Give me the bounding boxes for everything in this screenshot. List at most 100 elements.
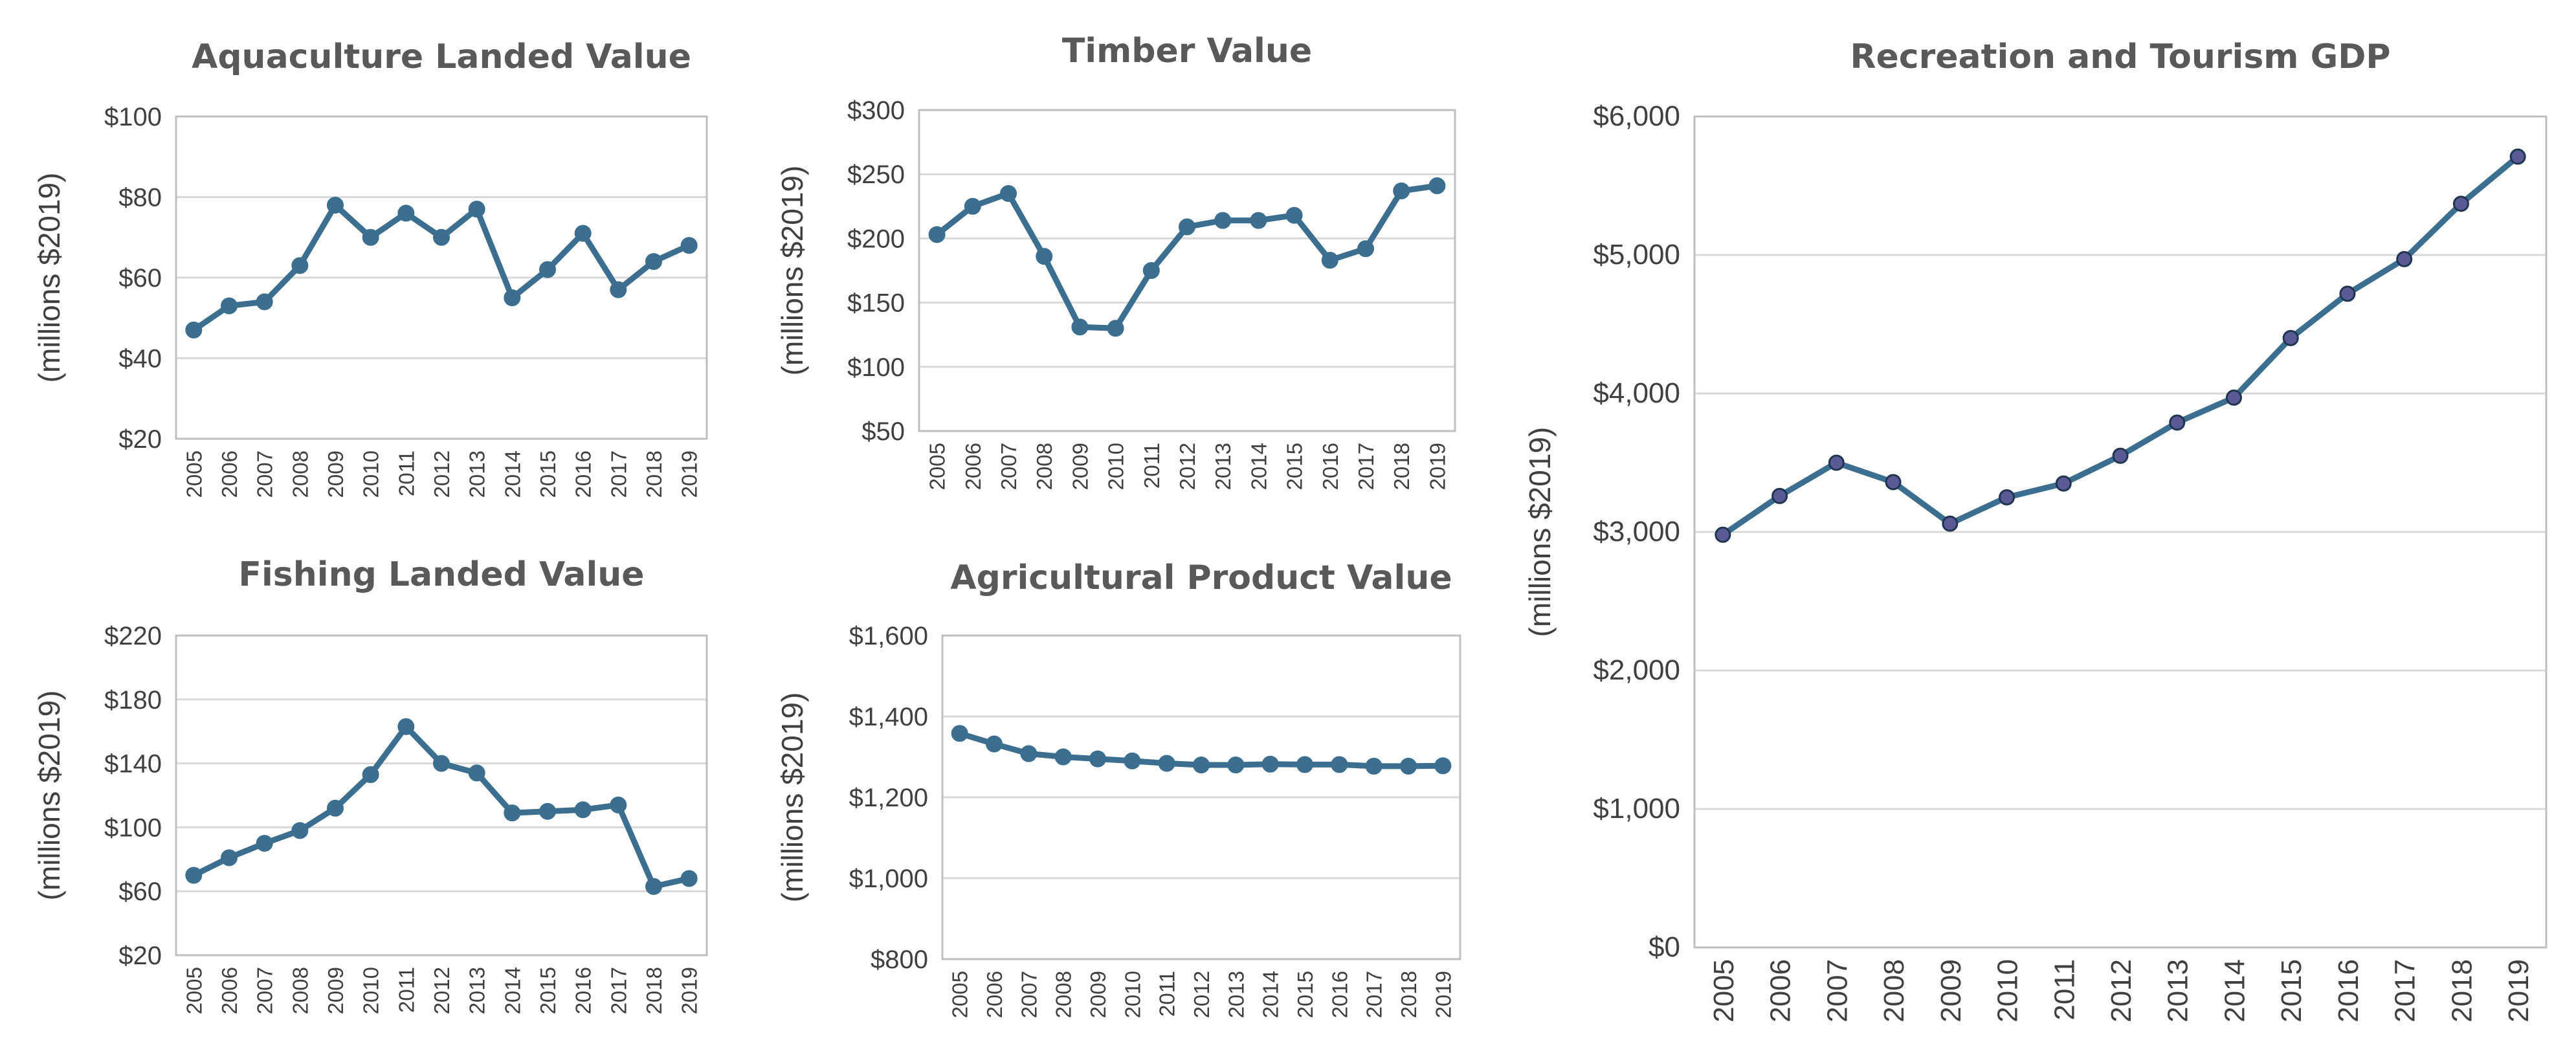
aquaculture-ytick-label: $40 xyxy=(118,345,162,373)
agricultural-xtick-label: 2005 xyxy=(948,971,972,1018)
timber-data-point xyxy=(1214,212,1232,229)
recreation-data-point xyxy=(1999,489,2015,505)
agricultural-xtick-label: 2017 xyxy=(1362,971,1386,1018)
recreation-xtick-label: 2007 xyxy=(1821,959,1853,1023)
recreation-data-point xyxy=(2282,329,2299,346)
aquaculture-plot-frame xyxy=(175,115,708,440)
fishing-xtick-label: 2013 xyxy=(465,967,489,1014)
aquaculture-data-point xyxy=(539,261,556,278)
aquaculture-ytick-label: $100 xyxy=(104,103,162,131)
fishing-data-point xyxy=(539,802,556,820)
timber-xtick-label: 2011 xyxy=(1140,443,1164,489)
fishing-ytick-label: $100 xyxy=(104,813,162,842)
fishing-xtick-label: 2006 xyxy=(217,967,241,1014)
agricultural-xtick-label: 2015 xyxy=(1293,971,1317,1018)
timber-data-point xyxy=(1250,212,1267,229)
agricultural-xtick-label: 2011 xyxy=(1155,971,1179,1017)
aquaculture-xtick-label: 2012 xyxy=(430,450,454,498)
fishing-xtick-label: 2009 xyxy=(324,967,348,1014)
recreation-data-point xyxy=(1828,454,1845,471)
agricultural-chart: Agricultural Product Value $800 $1,000 $1,2… xyxy=(775,559,1461,1018)
fishing-data-point xyxy=(433,755,450,772)
timber-xtick-label: 2016 xyxy=(1318,443,1342,490)
aquaculture-xtick-label: 2010 xyxy=(359,450,383,498)
recreation-data-point xyxy=(1715,526,1731,543)
timber-ytick-label: $250 xyxy=(847,160,905,189)
recreation-data-point xyxy=(1942,515,1959,532)
timber-data-point xyxy=(1107,320,1124,337)
fishing-ytick-label: $60 xyxy=(118,878,162,906)
aquaculture-data-point xyxy=(574,225,592,242)
fishing-xtick-label: 2017 xyxy=(606,967,630,1014)
agricultural-ytick-label: $1,000 xyxy=(849,865,928,893)
timber-xtick-label: 2018 xyxy=(1390,443,1414,490)
recreation-xtick-label: 2006 xyxy=(1765,959,1797,1023)
aquaculture-data-point xyxy=(291,257,309,274)
recreation-ylabel: (millions $2019) xyxy=(1523,427,1557,637)
fishing-data-point xyxy=(397,718,415,735)
agricultural-ytick-label: $1,200 xyxy=(849,784,928,812)
fishing-data-point xyxy=(221,849,238,867)
recreation-ytick-label: $0 xyxy=(1649,931,1680,963)
recreation-plot-frame xyxy=(1693,115,2548,949)
agricultural-xtick-label: 2009 xyxy=(1086,971,1110,1018)
recreation-ytick-label: $3,000 xyxy=(1593,516,1680,548)
timber-plot-frame xyxy=(918,109,1456,432)
recreation-data-point xyxy=(2339,285,2356,302)
timber-series-line xyxy=(934,183,1440,331)
recreation-data-point xyxy=(2396,250,2413,267)
aquaculture-chart: Aquaculture Landed Value $20 $40 $60 $80 $100… xyxy=(32,38,708,498)
recreation-xtick-label: 2013 xyxy=(2162,959,2194,1023)
timber-xtick-label: 2012 xyxy=(1175,443,1199,490)
recreation-xtick-label: 2012 xyxy=(2105,959,2137,1023)
timber-data-point xyxy=(928,226,946,243)
fishing-xtick-label: 2014 xyxy=(500,967,524,1014)
aquaculture-xtick-label: 2017 xyxy=(606,450,630,498)
agricultural-data-point xyxy=(1227,757,1245,773)
agricultural-xtick-label: 2013 xyxy=(1224,971,1248,1018)
aquaculture-xtick-label: 2011 xyxy=(394,450,418,496)
fishing-data-point xyxy=(362,766,379,783)
recreation-data-point xyxy=(1885,474,1902,491)
agricultural-xtick-label: 2014 xyxy=(1259,971,1283,1018)
aquaculture-xtick-label: 2005 xyxy=(182,450,206,498)
fishing-xtick-label: 2016 xyxy=(572,967,595,1014)
recreation-ytick-label: $1,000 xyxy=(1593,793,1680,824)
aquaculture-xtick-label: 2007 xyxy=(253,450,277,498)
agricultural-data-point xyxy=(1089,750,1106,768)
recreation-data-point xyxy=(2055,475,2072,492)
recreation-xtick-label: 2011 xyxy=(2049,959,2080,1021)
aquaculture-data-point xyxy=(680,237,698,254)
agricultural-data-point xyxy=(1158,755,1175,772)
agricultural-plot-frame xyxy=(941,634,1461,960)
aquaculture-xtick-label: 2014 xyxy=(500,450,524,498)
agricultural-xtick-label: 2019 xyxy=(1431,971,1455,1018)
recreation-data-point xyxy=(2452,195,2469,212)
fishing-xtick-label: 2018 xyxy=(642,967,666,1014)
fishing-xtick-label: 2015 xyxy=(536,967,560,1014)
fishing-ylabel: (millions $2019) xyxy=(32,691,66,901)
agricultural-xtick-label: 2007 xyxy=(1017,971,1041,1018)
fishing-data-point xyxy=(680,870,698,887)
timber-ytick-label: $300 xyxy=(847,96,905,125)
aquaculture-series-line xyxy=(190,202,693,333)
agricultural-ylabel: (millions $2019) xyxy=(775,692,809,903)
fishing-xtick-label: 2011 xyxy=(394,967,418,1013)
timber-data-point xyxy=(1000,184,1017,202)
aquaculture-xtick-label: 2013 xyxy=(465,450,489,498)
timber-ytick-label: $200 xyxy=(847,225,905,253)
timber-xtick-label: 2013 xyxy=(1211,443,1235,490)
agricultural-data-point xyxy=(1434,757,1452,775)
fishing-xtick-label: 2005 xyxy=(182,967,206,1014)
fishing-data-point xyxy=(574,801,592,819)
recreation-data-point xyxy=(2225,389,2242,406)
timber-xtick-label: 2014 xyxy=(1247,443,1271,490)
fishing-xtick-label: 2007 xyxy=(253,967,277,1014)
timber-xtick-label: 2019 xyxy=(1425,443,1449,490)
fishing-data-point xyxy=(645,878,662,895)
recreation-data-point xyxy=(2169,414,2186,431)
recreation-xtick-label: 2017 xyxy=(2390,959,2421,1023)
agricultural-title: Agricultural Product Value xyxy=(950,559,1452,597)
fishing-data-point xyxy=(185,867,203,884)
agricultural-data-point xyxy=(1261,755,1279,773)
